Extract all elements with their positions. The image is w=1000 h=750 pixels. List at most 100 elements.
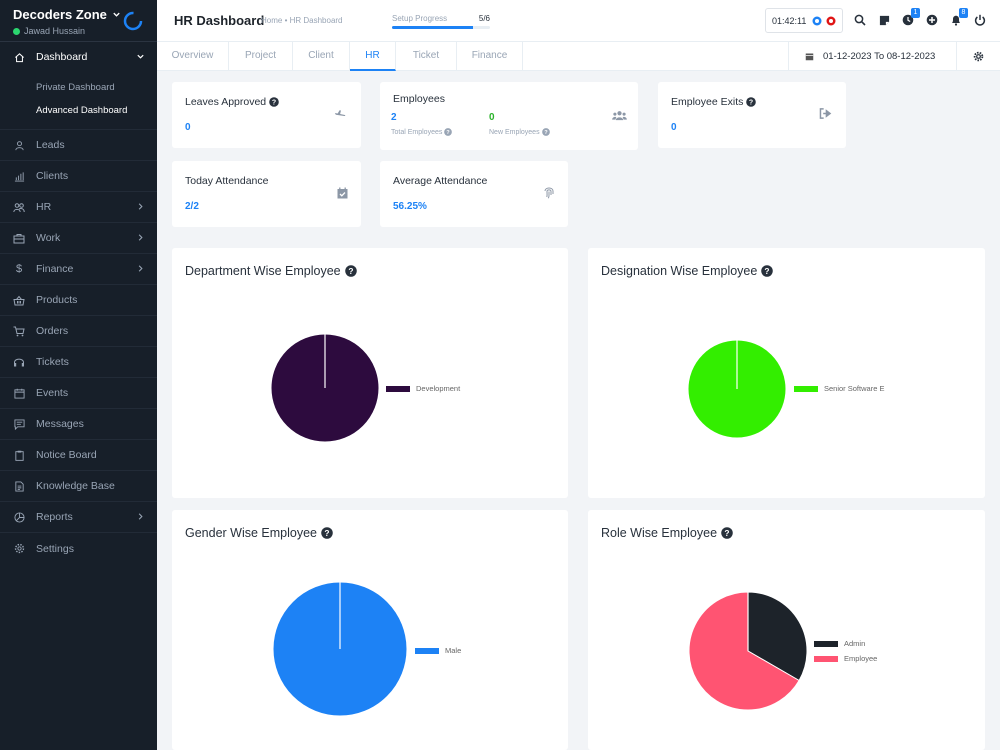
new-employees-label: New Employees ? xyxy=(489,128,550,136)
legend-item[interactable]: Development xyxy=(386,384,536,393)
add-circle-icon[interactable] xyxy=(925,13,939,27)
average-attendance-card[interactable]: Average Attendance 56.25% xyxy=(380,161,568,227)
sidebar-item-leads[interactable]: Leads xyxy=(0,130,157,161)
svg-text:?: ? xyxy=(447,130,451,136)
legend-item[interactable]: Senior Software E xyxy=(794,384,885,393)
sidebar-item-label: Orders xyxy=(36,325,69,337)
svg-text:?: ? xyxy=(724,528,729,538)
tab-client[interactable]: Client xyxy=(293,42,350,71)
leaves-approved-card[interactable]: Leaves Approved ? 0 xyxy=(172,82,361,148)
sidebar-item-label: HR xyxy=(36,201,52,213)
sidebar-item-label: Work xyxy=(36,232,61,244)
legend-item[interactable]: Male xyxy=(415,646,535,655)
tab-finance[interactable]: Finance xyxy=(457,42,523,71)
breadcrumb: Home • HR Dashboard xyxy=(261,16,343,25)
designation-pie-chart[interactable] xyxy=(687,339,787,439)
sticky-note-icon[interactable] xyxy=(877,13,891,27)
new-employees-value: 0 xyxy=(489,112,495,123)
legend-swatch xyxy=(794,385,818,392)
clock-icon[interactable]: 1 xyxy=(901,8,920,27)
panel-title: Gender Wise Employee ? xyxy=(185,526,333,540)
setup-progress-track xyxy=(392,26,490,29)
sidebar-item-label: Clients xyxy=(36,170,69,182)
brand[interactable]: Decoders Zone Jawad Hussain xyxy=(0,0,157,42)
tab-hr[interactable]: HR xyxy=(350,42,396,71)
legend-label: Employee xyxy=(844,654,878,663)
sidebar-item-finance[interactable]: $ Finance xyxy=(0,254,157,285)
question-circle-icon[interactable]: ? xyxy=(269,97,279,107)
sidebar-item-hr[interactable]: HR xyxy=(0,192,157,223)
chart-bars-icon xyxy=(13,171,25,182)
timer-value: 01:42:11 xyxy=(772,15,807,26)
gender-pie-chart[interactable] xyxy=(272,581,408,717)
pie-slice-admin[interactable] xyxy=(747,591,808,682)
sidebar-item-dashboard[interactable]: Dashboard xyxy=(0,42,157,72)
role-legend: Admin Employee xyxy=(814,639,934,663)
employees-card[interactable]: Employees 2 Total Employees ? 0 New Empl… xyxy=(380,82,638,150)
question-circle-icon[interactable]: ? xyxy=(761,265,774,277)
svg-text:?: ? xyxy=(272,100,276,107)
sidebar-item-products[interactable]: Products xyxy=(0,285,157,316)
tab-ticket[interactable]: Ticket xyxy=(396,42,457,71)
sidebar-item-events[interactable]: Events xyxy=(0,378,157,409)
employee-exits-card[interactable]: Employee Exits ? 0 xyxy=(658,82,846,148)
card-title: Leaves Approved ? xyxy=(185,96,279,108)
setup-progress[interactable]: Setup Progress 5/6 xyxy=(392,14,490,29)
sidebar-item-label: Reports xyxy=(36,511,73,523)
cart-icon xyxy=(13,326,25,337)
question-circle-icon[interactable]: ? xyxy=(721,527,733,539)
total-employees-label: Total Employees ? xyxy=(391,128,453,136)
bell-icon[interactable]: 8 xyxy=(949,8,968,27)
panel-title: Department Wise Employee ? xyxy=(185,264,357,278)
chevron-down-icon[interactable] xyxy=(112,10,121,19)
tab-project[interactable]: Project xyxy=(229,42,293,71)
today-attendance-title: Today Attendance xyxy=(185,175,269,187)
dashboard-tabs: Overview Project Client HR Ticket Financ… xyxy=(157,42,1000,71)
sidebar-item-label: Finance xyxy=(36,263,74,275)
sidebar: Decoders Zone Jawad Hussain Dashboard Pr… xyxy=(0,0,157,750)
sidebar-item-notice-board[interactable]: Notice Board xyxy=(0,440,157,471)
sidebar-item-orders[interactable]: Orders xyxy=(0,316,157,347)
top-header: HR Dashboard Home • HR Dashboard Setup P… xyxy=(157,0,1000,42)
average-attendance-value: 56.25% xyxy=(393,201,427,212)
sidebar-subitem-advanced-dashboard[interactable]: Advanced Dashboard xyxy=(36,105,128,116)
pause-timer-icon[interactable] xyxy=(812,16,822,26)
legend-item[interactable]: Employee xyxy=(814,654,934,663)
search-icon[interactable] xyxy=(853,13,867,27)
calendar-icon xyxy=(13,388,25,399)
sidebar-subitem-private-dashboard[interactable]: Private Dashboard xyxy=(36,82,115,93)
sidebar-item-tickets[interactable]: Tickets xyxy=(0,347,157,378)
sidebar-item-knowledge-base[interactable]: Knowledge Base xyxy=(0,471,157,502)
role-pie-chart[interactable] xyxy=(688,591,808,711)
sidebar-item-reports[interactable]: Reports xyxy=(0,502,157,533)
basket-icon xyxy=(13,295,25,306)
legend-label: Male xyxy=(445,646,462,655)
sidebar-item-label: Settings xyxy=(36,542,74,555)
today-attendance-card[interactable]: Today Attendance 2/2 xyxy=(172,161,361,227)
stop-timer-icon[interactable] xyxy=(826,16,836,26)
power-icon[interactable] xyxy=(973,13,987,27)
clipboard-icon xyxy=(13,450,25,461)
department-pie-chart[interactable] xyxy=(270,333,380,443)
sidebar-item-clients[interactable]: Clients xyxy=(0,161,157,192)
tab-overview[interactable]: Overview xyxy=(157,42,229,71)
people-icon xyxy=(13,202,25,213)
gear-icon xyxy=(13,543,25,554)
question-circle-icon[interactable]: ? xyxy=(444,128,453,136)
question-circle-icon[interactable]: ? xyxy=(541,128,550,136)
question-circle-icon[interactable]: ? xyxy=(746,97,757,107)
date-range-picker[interactable]: 01-12-2023 To 08-12-2023 xyxy=(788,42,955,71)
brand-name[interactable]: Decoders Zone xyxy=(13,7,157,22)
question-circle-icon[interactable]: ? xyxy=(344,265,357,277)
sidebar-item-settings[interactable]: Settings xyxy=(0,533,157,564)
sidebar-item-messages[interactable]: Messages xyxy=(0,409,157,440)
dashboard-settings-gear-icon[interactable] xyxy=(956,42,1000,71)
sidebar-item-work[interactable]: Work xyxy=(0,223,157,254)
svg-text:?: ? xyxy=(324,528,329,538)
leaves-approved-value: 0 xyxy=(185,122,191,133)
legend-item[interactable]: Admin xyxy=(814,639,934,648)
question-circle-icon[interactable]: ? xyxy=(321,527,333,539)
sidebar-item-label: Events xyxy=(36,387,69,399)
pie-slice-employee[interactable] xyxy=(688,591,800,711)
page-title: HR Dashboard xyxy=(174,13,265,28)
